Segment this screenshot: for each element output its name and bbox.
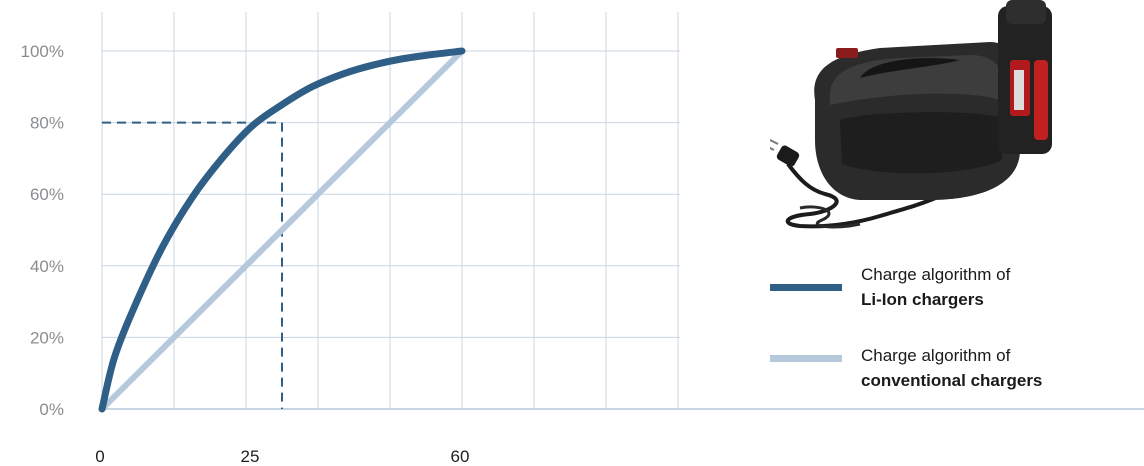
y-tick-label: 80% <box>30 114 64 133</box>
y-tick-label: 100% <box>21 42 64 61</box>
y-tick-label: 20% <box>30 328 64 347</box>
legend-swatch-li-ion <box>770 284 842 291</box>
series-line-conventional <box>99 48 465 412</box>
legend-conventional-line1: Charge algorithm of <box>861 346 1011 365</box>
series-lines <box>98 47 466 413</box>
plug-icon <box>770 139 800 167</box>
legend-li-ion-line2: Li-Ion chargers <box>861 290 984 309</box>
series-line-li-ion <box>98 47 466 413</box>
legend-swatch-conventional <box>770 355 842 362</box>
y-tick-label: 40% <box>30 257 64 276</box>
charger-product-image <box>770 0 1052 229</box>
legend-label-li-ion: Charge algorithm of Li-Ion chargers <box>861 262 1010 312</box>
legend-li-ion-line1: Charge algorithm of <box>861 265 1011 284</box>
x-axis-ticks: 0 25 60 <box>95 447 469 466</box>
cable-icon <box>785 162 941 229</box>
x-tick-label: 25 <box>241 447 260 466</box>
y-axis-ticks: 0% 20% 40% 60% 80% 100% <box>21 42 64 419</box>
cable-loop <box>799 205 861 229</box>
x-tick-label: 0 <box>95 447 104 466</box>
x-tick-label: 60 <box>451 447 470 466</box>
charger-base <box>814 42 1020 200</box>
legend-conventional-line2: conventional chargers <box>861 371 1043 390</box>
legend-item-li-ion: Charge algorithm of Li-Ion chargers <box>770 262 1130 316</box>
battery-pack <box>998 0 1052 154</box>
legend-item-conventional: Charge algorithm of conventional charger… <box>770 343 1130 397</box>
legend-label-conventional: Charge algorithm of conventional charger… <box>861 343 1042 393</box>
y-tick-label: 0% <box>39 400 64 419</box>
y-tick-label: 60% <box>30 185 64 204</box>
